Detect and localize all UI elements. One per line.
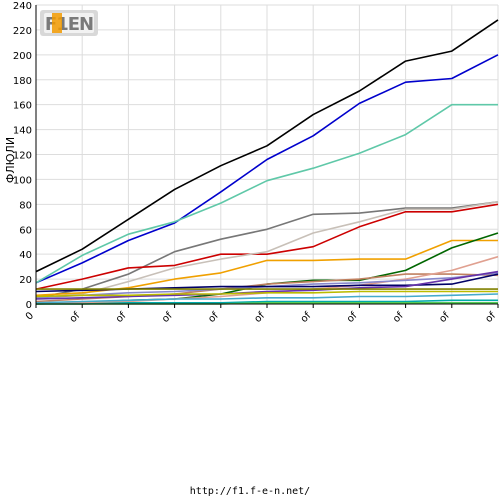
y-tick-label: 180 bbox=[13, 76, 32, 87]
x-tick-label: of bbox=[114, 310, 129, 325]
axes bbox=[35, 5, 499, 308]
series-line-1 bbox=[35, 19, 499, 273]
series-line-3 bbox=[35, 103, 498, 284]
series-line-16 bbox=[35, 293, 499, 304]
x-tick-label: of bbox=[391, 310, 406, 325]
y-tick-label: 40 bbox=[19, 250, 32, 261]
y-axis-title: ФЛЮЛИ bbox=[4, 137, 17, 183]
series-lines bbox=[35, 19, 499, 305]
y-tick-label: 120 bbox=[13, 151, 32, 162]
series-line-2 bbox=[35, 54, 499, 284]
x-tick-label: of bbox=[484, 310, 499, 325]
x-tick-label: 0 bbox=[24, 310, 36, 322]
logo: F1EN bbox=[40, 10, 98, 36]
series-line-5 bbox=[35, 203, 499, 290]
y-tick-label: 0 bbox=[26, 300, 32, 311]
x-tick-labels: 0 of of of of of of of of of of bbox=[24, 310, 499, 325]
y-tick-label: 20 bbox=[19, 275, 32, 286]
footer-url[interactable]: http://f1.f-e-n.net/ bbox=[189, 486, 311, 497]
x-tick-label: of bbox=[68, 310, 83, 325]
y-tick-label: 140 bbox=[13, 126, 32, 137]
series-line-17 bbox=[36, 299, 498, 305]
y-tick-labels: 0 20 40 60 80 100 120 140 160 180 200 220 240 bbox=[13, 1, 32, 311]
series-line-13 bbox=[35, 270, 499, 300]
y-tick-label: 240 bbox=[13, 1, 32, 12]
x-tick-label: of bbox=[437, 310, 452, 325]
series-line-4 bbox=[35, 201, 499, 299]
y-tick-label: 100 bbox=[13, 175, 32, 186]
y-tick-label: 80 bbox=[19, 200, 32, 211]
x-tick-label: of bbox=[253, 310, 268, 325]
x-tick-label: of bbox=[160, 310, 175, 325]
y-tick-label: 160 bbox=[13, 101, 32, 112]
x-tick-label: of bbox=[345, 310, 360, 325]
y-tick-label: 220 bbox=[13, 26, 32, 37]
x-tick-label: of bbox=[206, 310, 221, 325]
series-line-15 bbox=[35, 290, 498, 298]
y-tick-label: 200 bbox=[13, 51, 32, 62]
series-line-6 bbox=[35, 201, 499, 299]
y-tick-label: 60 bbox=[19, 225, 32, 236]
x-tick-label: of bbox=[299, 310, 314, 325]
